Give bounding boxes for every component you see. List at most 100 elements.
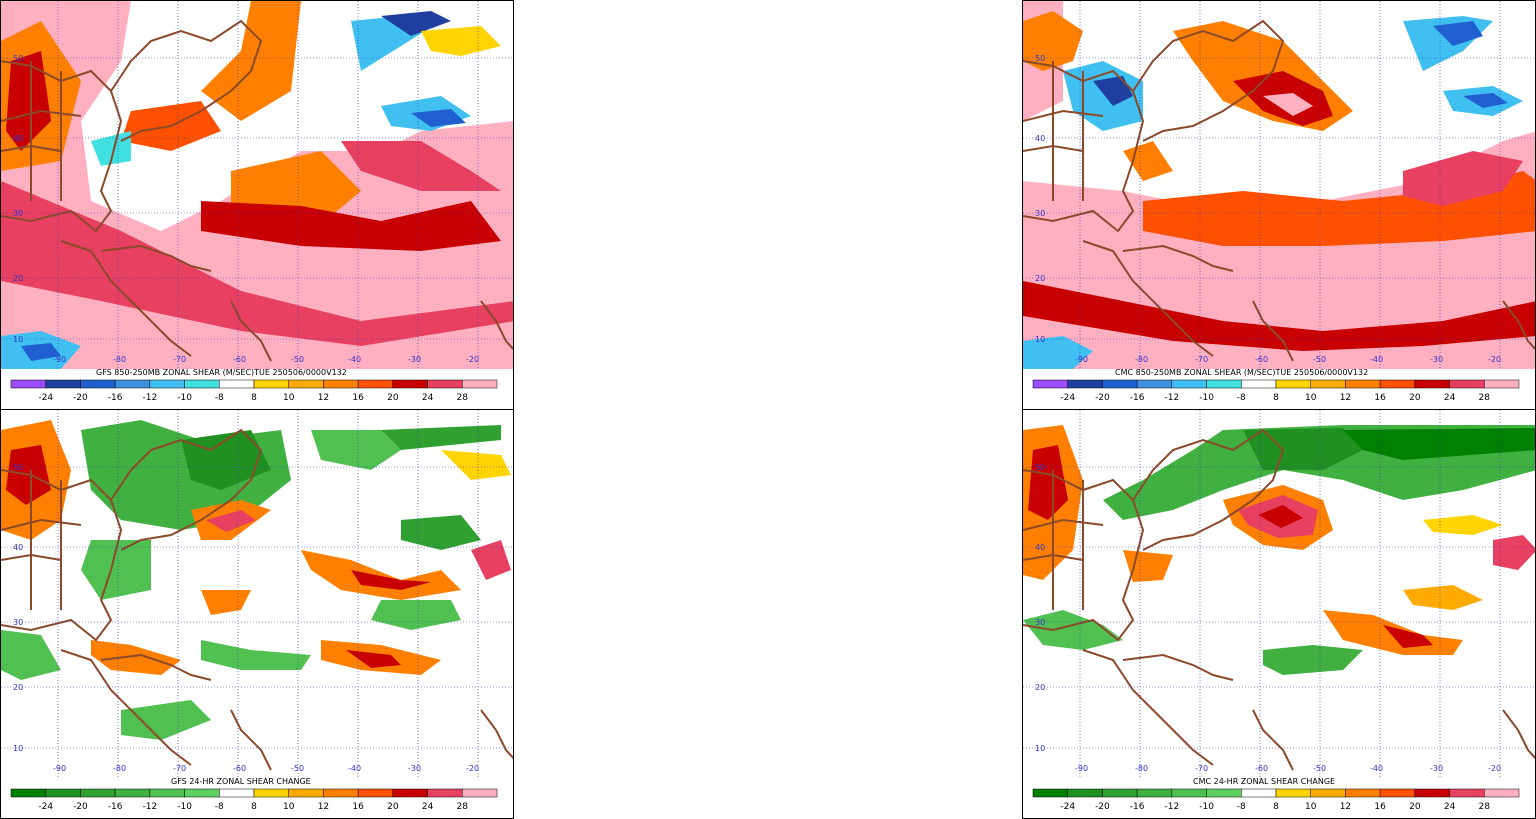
lat-labels: 50 40 30 20 10	[13, 463, 23, 753]
lon-label: -90	[1075, 355, 1088, 364]
lat-label: 10	[1035, 335, 1045, 344]
gfs-change-map: -90 -80 -70 -60 -50 -40 -30 -20 50 40 30…	[1, 410, 513, 812]
lat-label: 40	[1035, 543, 1045, 552]
lon-label: -60	[233, 355, 246, 364]
lon-label: -80	[113, 355, 126, 364]
lat-label: 20	[13, 683, 23, 692]
colorbar-label: -12	[1165, 393, 1180, 403]
lat-label: 30	[1035, 209, 1045, 218]
colorbar-label: -24	[38, 393, 53, 403]
lat-label: 50	[13, 54, 23, 63]
colorbar-label: 28	[457, 393, 469, 403]
colorbar: -24 -20 -16 -12 -10 -8 8 10 12 16 20 24 28	[1032, 788, 1520, 812]
colorbar-label: -10	[1199, 393, 1214, 403]
lon-labels: -90 -80 -70 -60 -50 -40 -30 -20	[53, 355, 479, 364]
colorbar-label: -12	[1165, 802, 1180, 812]
lat-lon-grid	[1, 410, 513, 778]
colorbar-swatch	[149, 379, 185, 389]
lat-label: 40	[13, 543, 23, 552]
colorbar-label: -20	[1095, 802, 1110, 812]
colorbar-swatch	[80, 379, 116, 389]
colorbar-label: 20	[1409, 393, 1421, 403]
shear-field	[1023, 1, 1535, 369]
colorbar-label: 8	[1273, 802, 1279, 812]
lon-label: -80	[1135, 764, 1148, 773]
colorbar-label: 16	[352, 393, 364, 403]
colorbar-label: 12	[1340, 393, 1351, 403]
colorbar-label: 28	[1479, 393, 1491, 403]
colorbar-label: -10	[1199, 802, 1214, 812]
colorbar-label: 10	[283, 802, 295, 812]
colorbar-swatch	[114, 788, 151, 798]
colorbar-label: 10	[283, 393, 295, 403]
colorbar-label: -24	[38, 802, 53, 812]
colorbar-swatch	[1449, 379, 1485, 389]
colorbar-swatch	[1484, 379, 1520, 389]
colorbar-swatch	[1310, 788, 1346, 798]
colorbar-label: 24	[1444, 393, 1456, 403]
colorbar-label: 16	[352, 802, 364, 812]
colorbar-swatch	[1379, 788, 1416, 798]
lat-lon-grid	[1023, 1, 1535, 369]
colorbar-swatch	[392, 788, 428, 798]
lon-label: -70	[173, 355, 186, 364]
lon-label: -20	[466, 355, 479, 364]
colorbar-swatch	[80, 788, 116, 798]
coastlines	[1, 19, 513, 362]
colorbar-swatch	[1032, 788, 1068, 798]
lat-label: 10	[1035, 744, 1045, 753]
lon-labels: -90 -80 -70 -60 -50 -40 -30 -20	[53, 764, 479, 773]
colorbar-label: 8	[251, 802, 257, 812]
lat-label: 40	[13, 134, 23, 143]
lon-label: -70	[1195, 355, 1208, 364]
colorbar-swatch	[10, 379, 46, 389]
colorbar-swatch	[114, 379, 151, 389]
lat-label: 30	[1035, 618, 1045, 627]
colorbar: -24 -20 -16 -12 -10 -8 8 10 12 16 20 24 28	[10, 788, 498, 812]
colorbar-label: 28	[457, 802, 469, 812]
colorbar-label: -16	[108, 802, 123, 812]
colorbar-swatch	[1067, 788, 1103, 798]
lon-label: -30	[1430, 355, 1443, 364]
lat-label: 50	[13, 463, 23, 472]
lon-label: -50	[291, 355, 304, 364]
panel-title: CMC 850-250MB ZONAL SHEAR (M/SEC)TUE 250…	[1115, 368, 1368, 377]
colorbar-swatch	[1414, 788, 1450, 798]
gfs-change-panel: -90 -80 -70 -60 -50 -40 -30 -20 50 40 30…	[0, 409, 514, 819]
cmc-shear-panel: -90 -80 -70 -60 -50 -40 -30 -20 50 40 30…	[1022, 0, 1536, 410]
lon-label: -80	[1135, 355, 1148, 364]
colorbar-label: 20	[1409, 802, 1421, 812]
lon-label: -30	[408, 355, 421, 364]
lon-label: -20	[1488, 355, 1501, 364]
lat-labels: 50 40 30 20 10	[13, 54, 23, 344]
colorbar-swatch	[184, 788, 220, 798]
cmc-change-panel: -90 -80 -70 -60 -50 -40 -30 -20 50 40 30…	[1022, 409, 1536, 819]
colorbar-swatch	[10, 788, 46, 798]
lon-label: -40	[1370, 355, 1383, 364]
colorbar-swatch	[427, 788, 463, 798]
colorbar-swatch	[1067, 379, 1103, 389]
colorbar-swatch	[184, 379, 220, 389]
lon-label: -60	[1255, 355, 1268, 364]
colorbar: -24 -20 -16 -12 -10 -8 8 10 12 16 20 24 28	[1032, 379, 1520, 403]
colorbar-label: -12	[143, 393, 158, 403]
colorbar-swatch	[1241, 788, 1277, 798]
lon-labels: -90 -80 -70 -60 -50 -40 -30 -20	[1075, 355, 1501, 364]
colorbar-label: 8	[1273, 393, 1279, 403]
colorbar-swatch	[392, 379, 428, 389]
lat-label: 50	[1035, 463, 1045, 472]
colorbar-swatch	[1136, 379, 1173, 389]
colorbar-swatch	[1102, 379, 1138, 389]
lat-label: 50	[1035, 54, 1045, 63]
colorbar-swatch	[323, 788, 359, 798]
colorbar-label: 12	[1340, 802, 1351, 812]
colorbar-swatch	[1206, 379, 1242, 389]
colorbar-swatch	[357, 788, 394, 798]
colorbar-swatch	[219, 379, 255, 389]
colorbar-swatch	[253, 379, 289, 389]
colorbar-swatch	[288, 788, 324, 798]
colorbar-swatch	[1171, 379, 1207, 389]
colorbar-swatch	[1345, 788, 1381, 798]
colorbar-label: -8	[1237, 393, 1246, 403]
panel-title: GFS 850-250MB ZONAL SHEAR (M/SEC)TUE 250…	[96, 368, 347, 377]
